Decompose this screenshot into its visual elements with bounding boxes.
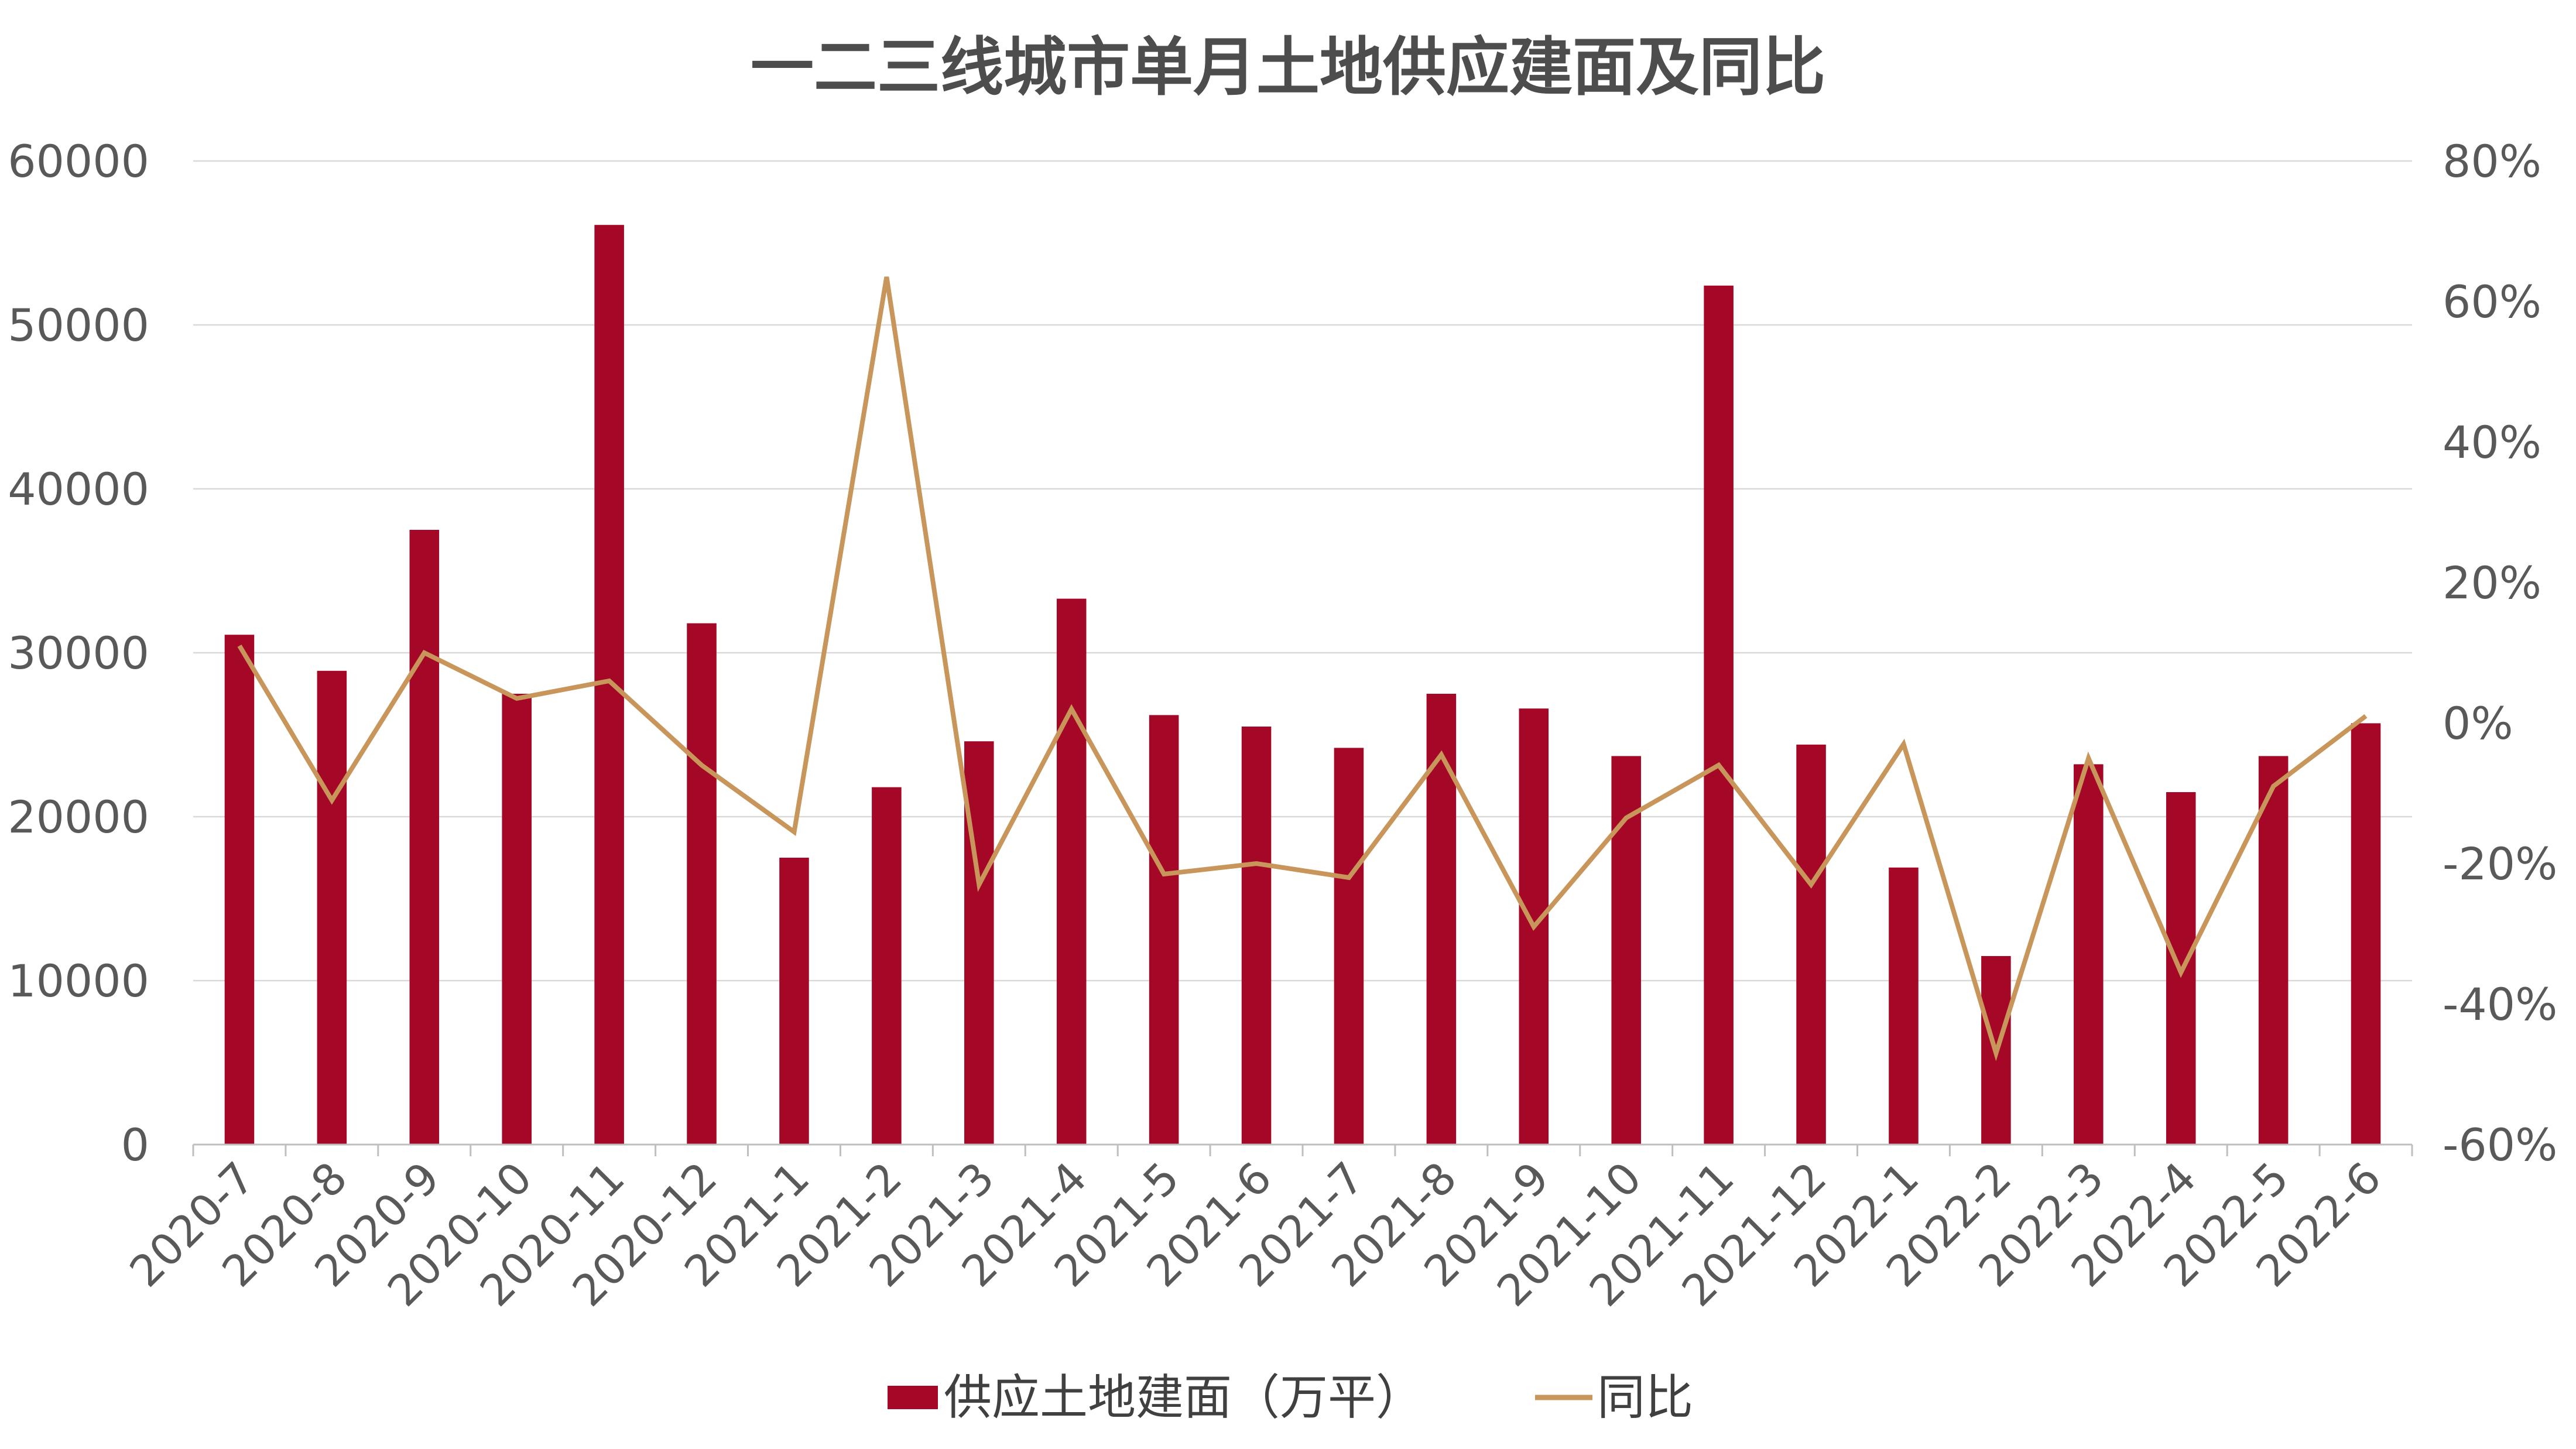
bar [1334,748,1364,1145]
right-y-axis: -60% -40% -20% 0% 20% 40% 60% 80% [2443,135,2557,1171]
right-tick-label: -20% [2443,838,2557,890]
bar [1149,715,1179,1145]
right-tick-label: 60% [2443,276,2541,328]
right-tick-label: -60% [2443,1119,2557,1171]
legend-bar-swatch [888,1386,938,1409]
right-tick-label: 40% [2443,416,2541,468]
left-tick-label: 40000 [8,463,149,515]
bar [502,694,532,1145]
left-tick-label: 0 [121,1119,149,1171]
bar [687,623,717,1145]
bar [1241,727,1272,1145]
bar [1704,285,1734,1145]
bar [1426,694,1457,1145]
gridlines [193,160,2412,982]
left-tick-label: 30000 [8,627,149,679]
bar [779,858,809,1145]
bar [1889,867,1919,1145]
right-tick-label: 0% [2443,697,2513,749]
bar [2074,764,2104,1145]
right-tick-label: -40% [2443,978,2557,1030]
right-tick-label: 20% [2443,557,2541,609]
x-axis: 2020-72020-82020-92020-102020-112020-122… [121,1143,2413,1316]
bar [1056,598,1087,1145]
bar [2351,723,2381,1145]
left-tick-label: 60000 [8,135,149,187]
right-tick-label: 80% [2443,135,2541,187]
chart-title: 一二三线城市单月土地供应建面及同比 [751,31,1825,104]
legend-bar-label: 供应土地建面（万平） [944,1370,1424,1426]
legend: 供应土地建面（万平） 同比 [888,1370,1693,1426]
bar [224,635,255,1145]
bar-series [224,225,2381,1145]
bar [872,787,902,1145]
left-tick-label: 10000 [8,955,149,1007]
line-series [237,276,2368,1061]
legend-line-label: 同比 [1597,1370,1693,1426]
bar [2258,756,2289,1145]
bar [409,530,440,1145]
left-y-axis: 0 10000 20000 30000 40000 50000 60000 [8,135,149,1171]
left-tick-label: 20000 [8,791,149,843]
yoy-line [237,276,2368,1061]
bar [317,670,347,1145]
left-tick-label: 50000 [8,299,149,351]
bar [1796,744,1826,1145]
